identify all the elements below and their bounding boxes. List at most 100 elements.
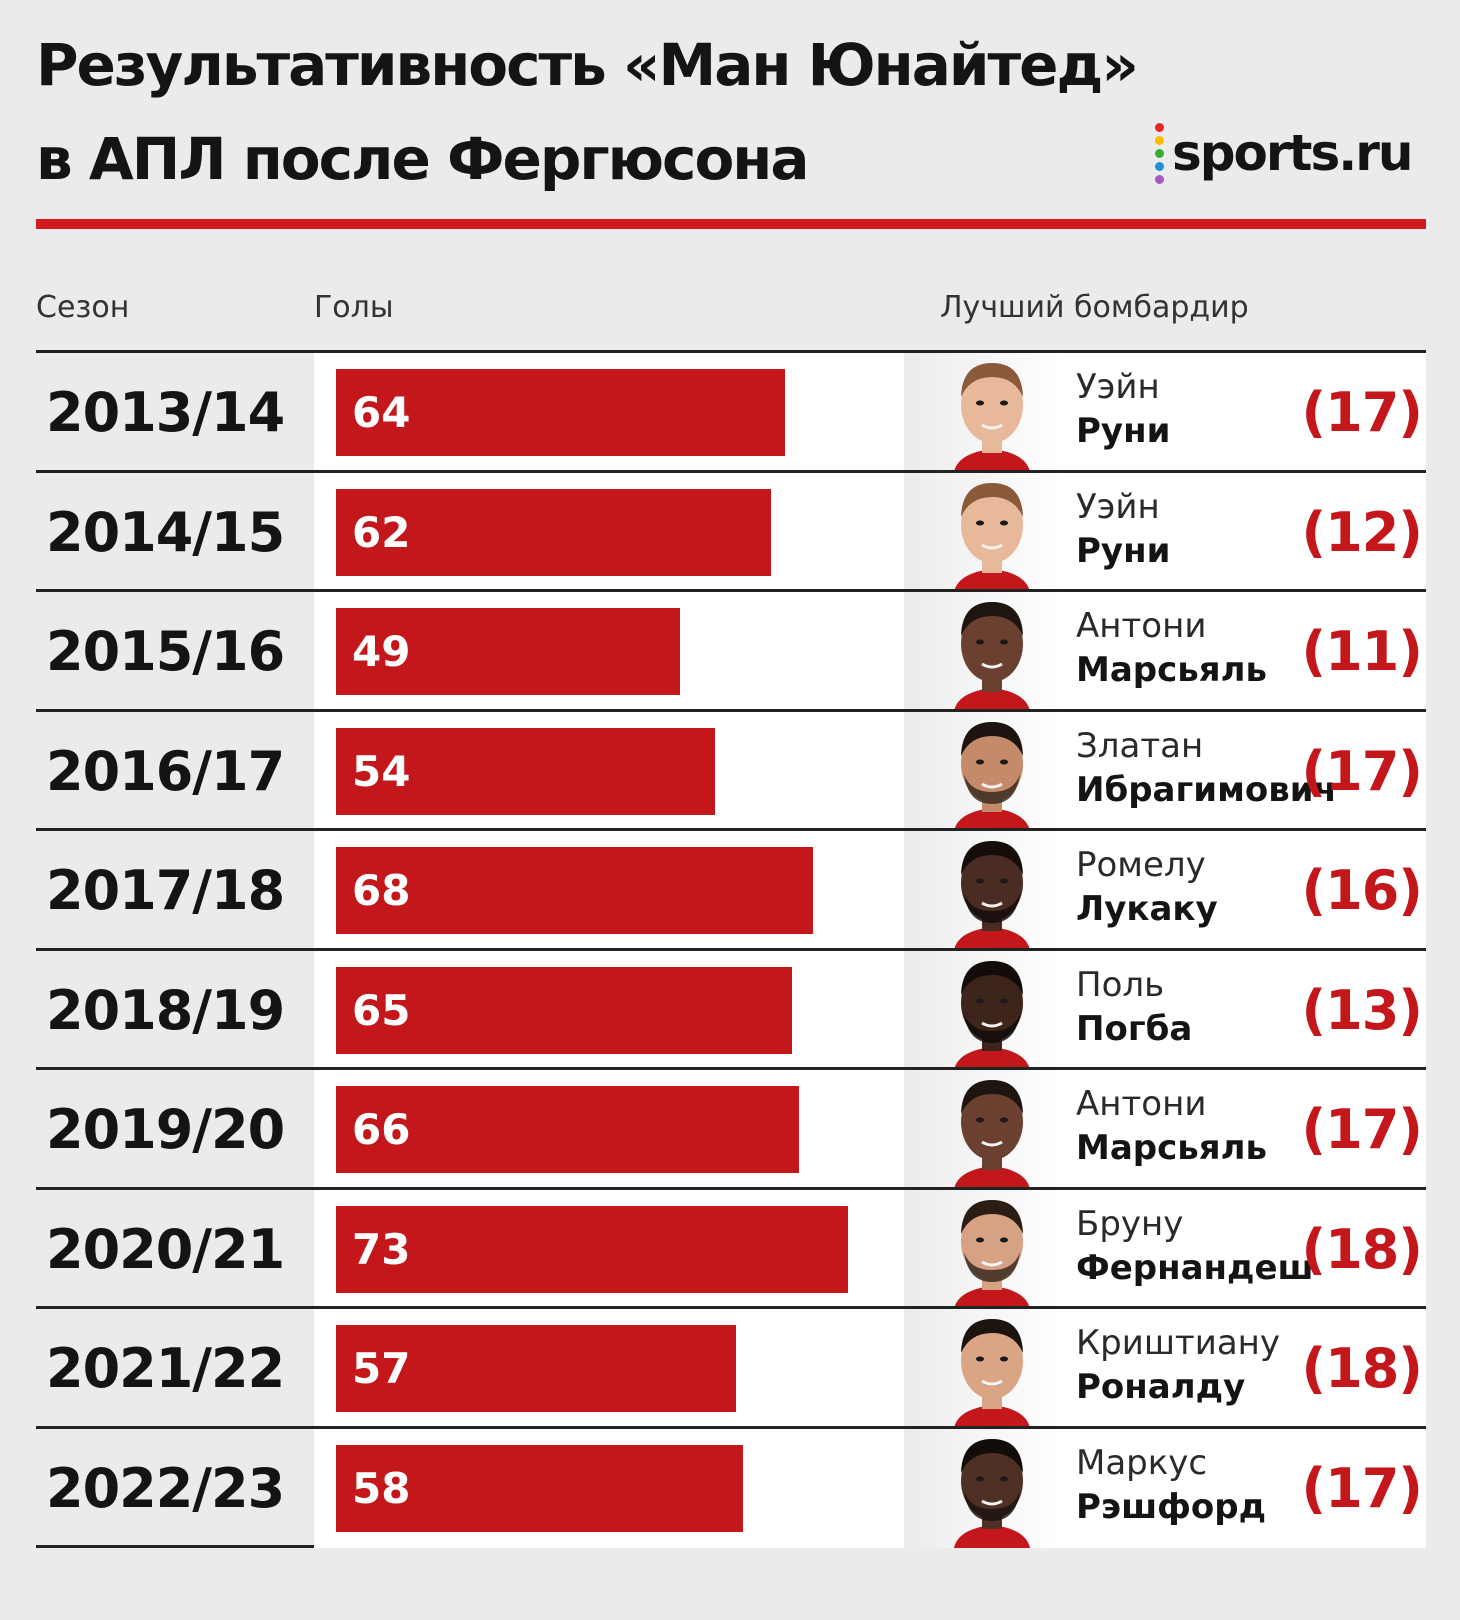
goals-bar xyxy=(336,608,680,695)
rooney-photo xyxy=(954,363,1030,472)
sports-ru-logo: sports.ru xyxy=(1155,118,1413,188)
column-header-goals: Голы xyxy=(314,290,394,325)
hair-shape xyxy=(961,1438,1023,1473)
goals-bar-chart: 2013/14 64 Уэйн Руни (17) 2014/15 62 Уэйн Руни (1… xyxy=(36,350,1426,1582)
shirt-shape xyxy=(954,449,1030,472)
goals-bar xyxy=(336,488,771,576)
logo-dot xyxy=(1155,161,1164,171)
eye-shape xyxy=(1000,759,1008,764)
beard-shape xyxy=(964,1490,1020,1521)
scorer-last-name: Рэшфорд xyxy=(1076,1486,1267,1527)
scorer-last-name: Фернандеш xyxy=(1076,1247,1314,1288)
scorer-last-name: Марсьяль xyxy=(1076,1128,1268,1168)
season-row: 2022/23 58 Маркус Рэшфорд (17) xyxy=(36,1425,1426,1548)
beard-shape xyxy=(964,1012,1020,1043)
eye-shape xyxy=(1000,639,1008,645)
title-divider xyxy=(36,219,1426,229)
shirt-shape xyxy=(954,1285,1030,1309)
goals-bar xyxy=(336,966,792,1054)
logo-dot xyxy=(1155,135,1164,145)
shirt-shape xyxy=(954,807,1030,831)
shirt-shape xyxy=(954,1524,1030,1548)
shirt-shape xyxy=(954,568,1030,592)
scorer-first-name: Златан xyxy=(1076,725,1204,766)
eye-shape xyxy=(1000,400,1008,406)
rashford-photo xyxy=(954,1438,1030,1548)
scorer-background xyxy=(1064,1428,1426,1548)
smile-shape xyxy=(981,543,1003,549)
scorer-background xyxy=(1064,353,1426,472)
title-line-2: в АПЛ после Фергюсона xyxy=(36,125,810,193)
goals-value-label: 68 xyxy=(352,866,411,915)
goals-value-label: 58 xyxy=(352,1463,411,1513)
scorer-first-name: Антони xyxy=(1076,1084,1207,1124)
eye-shape xyxy=(1000,1117,1008,1123)
smile-shape xyxy=(981,901,1003,908)
season-row: 2020/21 73 Бруну Фернандеш (18) xyxy=(36,1186,1426,1309)
martial-photo xyxy=(954,1080,1030,1189)
season-row: 2018/19 65 Поль Погба (13) xyxy=(36,947,1426,1070)
hair-shape xyxy=(961,1319,1023,1353)
scorer-last-name: Руни xyxy=(1076,530,1171,571)
goals-bar xyxy=(336,727,715,815)
scorer-first-name: Поль xyxy=(1076,964,1165,1005)
scorer-last-name: Руни xyxy=(1076,411,1171,451)
scorer-last-name: Роналду xyxy=(1076,1367,1246,1407)
logo-text: sports.ru xyxy=(1172,124,1413,182)
smile-shape xyxy=(981,1260,1003,1266)
scorer-goals: (17) xyxy=(1301,739,1423,803)
season-label: 2017/18 xyxy=(46,859,285,922)
ronaldo-photo xyxy=(954,1319,1030,1428)
shirt-shape xyxy=(954,1166,1030,1189)
scorer-background xyxy=(1064,831,1426,950)
goals-value-label: 65 xyxy=(352,985,411,1035)
bar-track: 62 xyxy=(314,472,904,592)
beard-shape xyxy=(964,773,1020,804)
beard-shape xyxy=(964,1251,1020,1282)
eye-shape xyxy=(976,998,984,1003)
scorer-background xyxy=(1064,592,1426,711)
face-shape xyxy=(961,367,1023,443)
scorer-goals: (16) xyxy=(1301,859,1423,922)
scorer-background xyxy=(1064,711,1426,831)
season-row: 2019/20 66 Антони Марсьяль (17) xyxy=(36,1067,1426,1189)
smile-shape xyxy=(981,423,1003,430)
eye-shape xyxy=(976,1356,984,1362)
scorer-goals: (12) xyxy=(1301,500,1423,564)
goals-value-label: 64 xyxy=(352,388,411,437)
column-header-top-scorer: Лучший бомбардир xyxy=(940,290,1249,325)
season-label: 2019/20 xyxy=(46,1098,285,1161)
goals-value-label: 57 xyxy=(352,1344,411,1393)
bar-track: 73 xyxy=(314,1189,904,1309)
season-label: 2022/23 xyxy=(46,1456,285,1520)
season-label: 2021/22 xyxy=(46,1337,285,1400)
face-shape xyxy=(961,1442,1023,1519)
eye-shape xyxy=(976,1237,984,1242)
column-header-season: Сезон xyxy=(36,290,130,325)
logo-dot xyxy=(1155,174,1164,184)
face-shape xyxy=(961,964,1023,1041)
scorer-background xyxy=(1064,472,1426,592)
scorer-first-name: Ромелу xyxy=(1076,845,1206,885)
bar-track: 68 xyxy=(314,831,904,950)
season-row: 2017/18 68 Ромелу Лукаку (16) xyxy=(36,828,1426,950)
scorer-last-name: Лукаку xyxy=(1076,889,1218,929)
season-row: 2015/16 49 Антони Марсьяль (11) xyxy=(36,589,1426,711)
face-shape xyxy=(961,845,1023,921)
eye-shape xyxy=(1000,998,1008,1003)
season-row: 2021/22 57 Криштиану Роналду (18) xyxy=(36,1306,1426,1428)
scorer-background xyxy=(1064,950,1426,1070)
scorer-first-name: Антони xyxy=(1076,606,1207,646)
season-row: 2013/14 64 Уэйн Руни (17) xyxy=(36,350,1426,472)
hair-shape xyxy=(961,363,1023,397)
eye-shape xyxy=(1000,1356,1008,1362)
eye-shape xyxy=(1000,1476,1008,1481)
bar-track: 64 xyxy=(314,353,904,472)
bar-track: 65 xyxy=(314,950,904,1070)
smile-shape xyxy=(981,1379,1003,1386)
bar-track: 66 xyxy=(314,1070,904,1189)
goals-value-label: 73 xyxy=(352,1224,411,1274)
ibrahimovic-photo xyxy=(954,721,1030,831)
eye-shape xyxy=(976,1476,984,1481)
eye-shape xyxy=(1000,520,1008,525)
